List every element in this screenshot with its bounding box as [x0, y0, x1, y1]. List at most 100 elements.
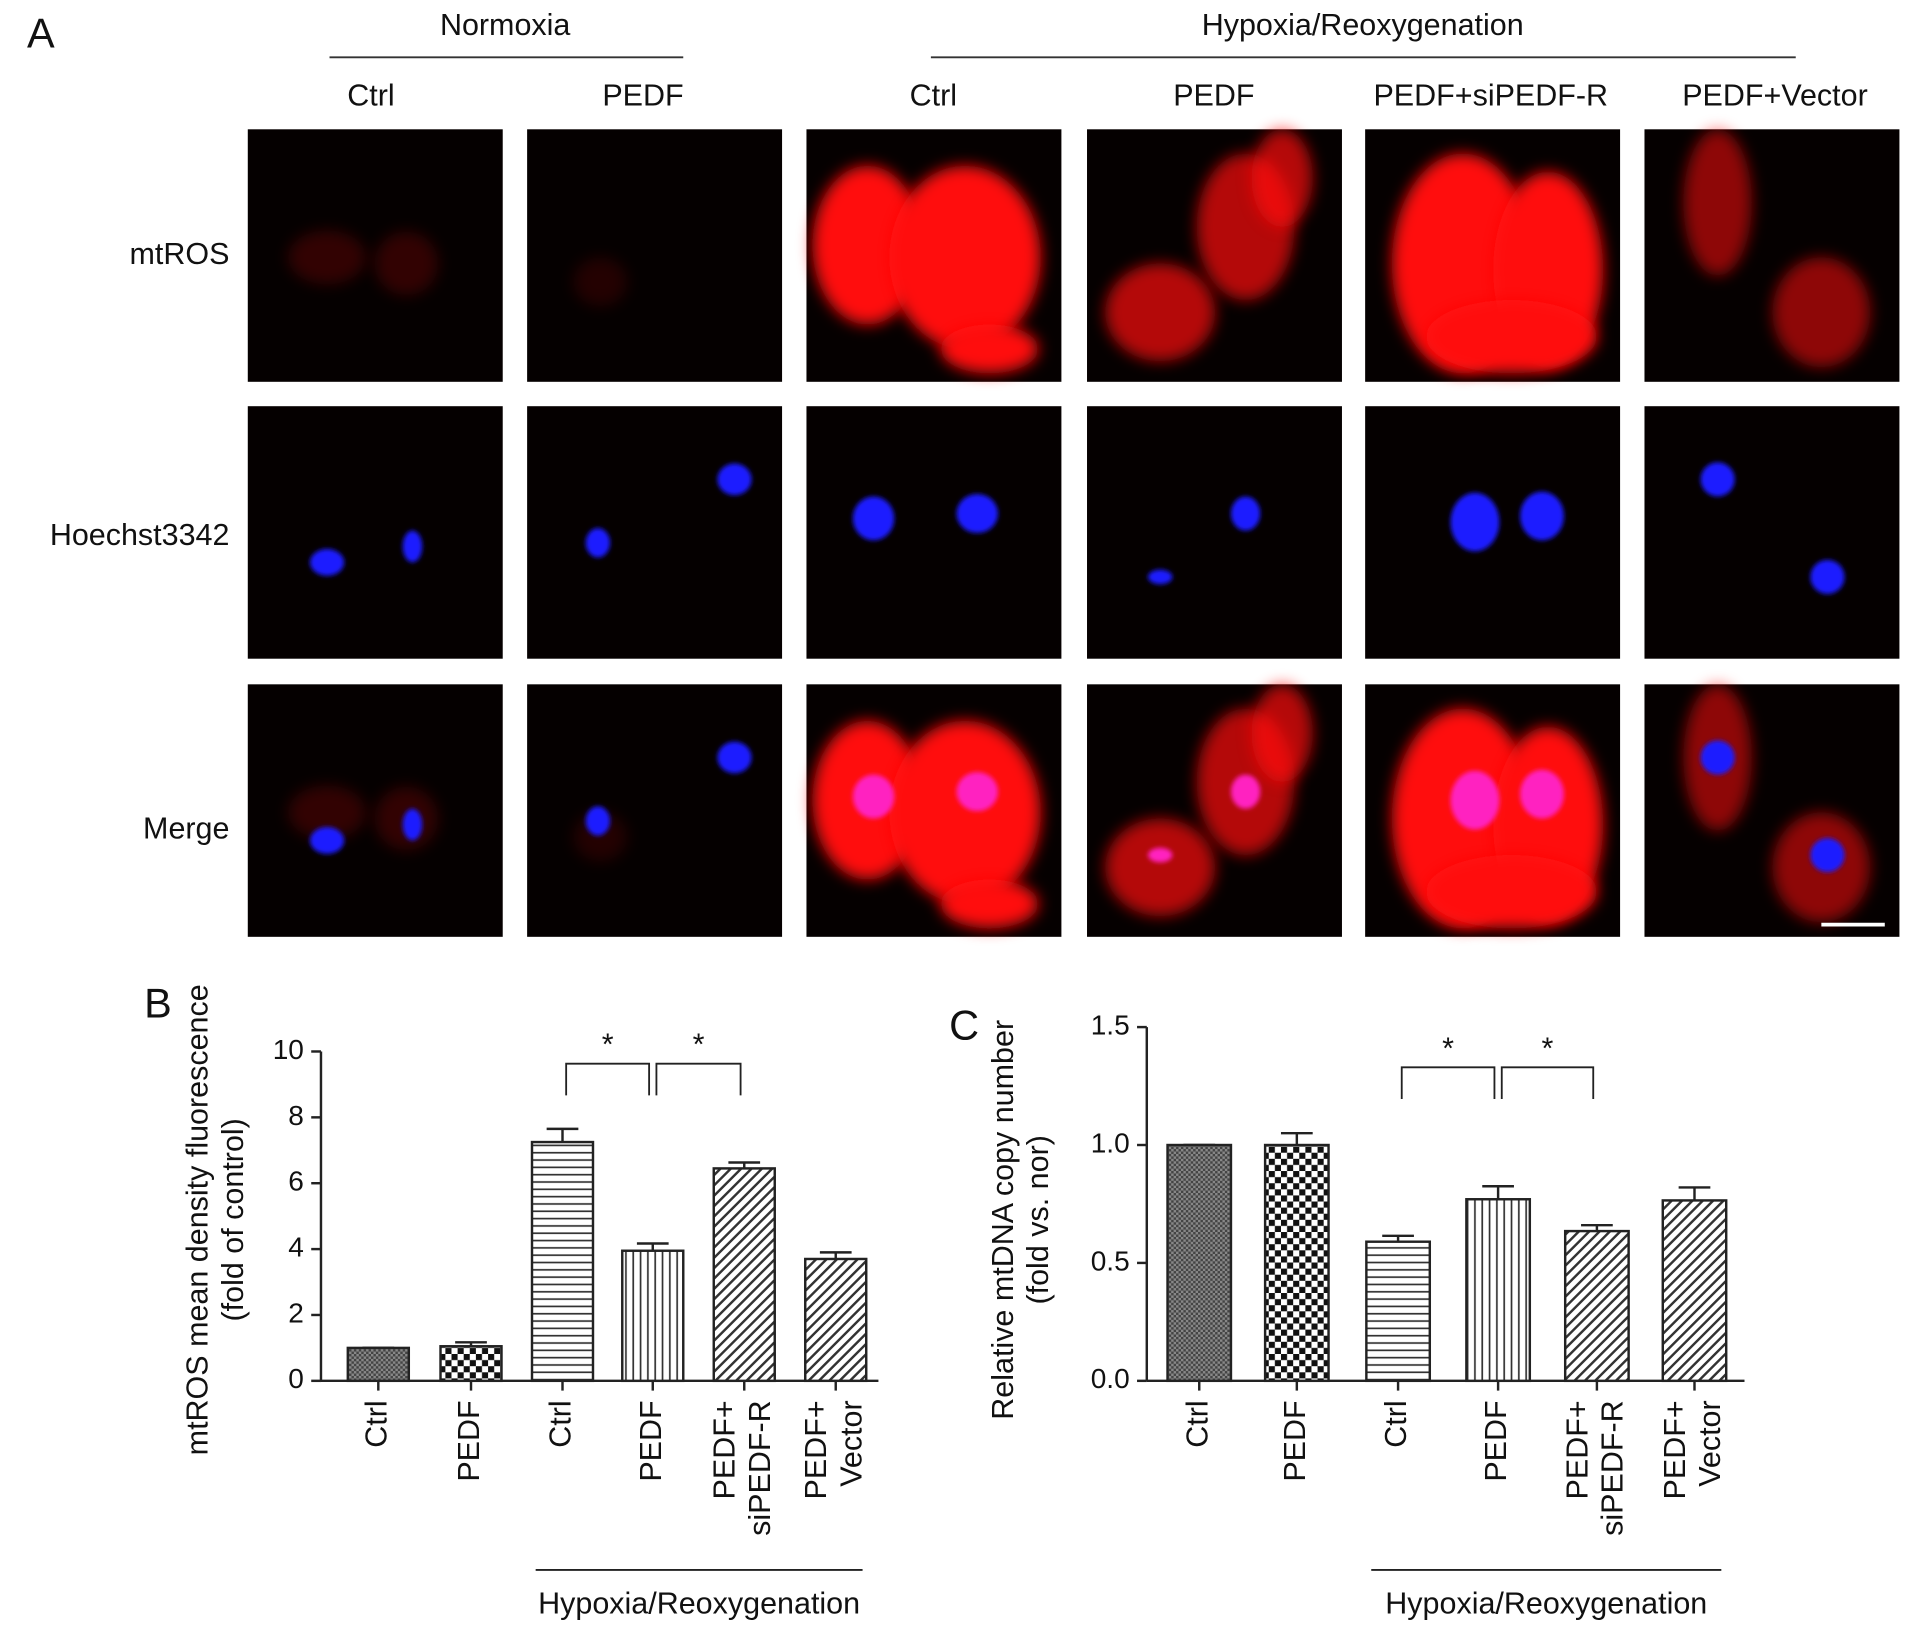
nucleus	[1148, 847, 1173, 863]
row-label: Hoechst3342	[50, 518, 230, 552]
cell-stain	[889, 165, 1041, 349]
cell-stain	[573, 257, 628, 307]
micrograph	[527, 129, 783, 382]
cell-stain	[1426, 855, 1597, 929]
y-tick-label: 0.5	[1091, 1245, 1130, 1276]
nucleus	[1148, 569, 1173, 585]
bar	[1263, 1143, 1330, 1383]
micrograph	[527, 684, 783, 937]
cell-stain	[1251, 129, 1313, 227]
column-label: Ctrl	[347, 79, 394, 113]
y-tick-label: 4	[288, 1232, 304, 1263]
significance-bracket	[655, 1062, 742, 1096]
nucleus	[852, 774, 895, 819]
significance-mark: *	[1442, 1031, 1454, 1065]
y-tick-label: 6	[288, 1166, 304, 1197]
cell-stain	[288, 230, 367, 285]
bar	[1661, 1199, 1728, 1383]
nucleus	[402, 808, 423, 841]
cell-stain	[889, 720, 1041, 904]
text-line: PEDF+	[799, 1400, 833, 1499]
nucleus	[1810, 559, 1845, 595]
cell-stain	[940, 879, 1039, 929]
panel-label: C	[949, 1001, 979, 1048]
significance-bracket	[1400, 1066, 1496, 1100]
column-label: Ctrl	[910, 79, 957, 113]
cell-stain	[374, 231, 439, 296]
group-label: Hypoxia/Reoxygenation	[538, 1586, 860, 1620]
nucleus	[1450, 770, 1500, 830]
text-line: mtROS mean density fluorescence	[181, 984, 215, 1455]
significance-bracket	[1500, 1066, 1595, 1100]
x-tick-label: PEDF+siPEDF-R	[708, 1400, 777, 1535]
bar	[804, 1257, 868, 1383]
nucleus	[717, 463, 752, 496]
text-line: siPEDF-R	[1595, 1400, 1629, 1535]
significance-mark: *	[693, 1028, 705, 1062]
significance-mark: *	[602, 1028, 614, 1062]
text-line: (fold vs. nor)	[1021, 1135, 1055, 1304]
y-tick-label: 8	[288, 1100, 304, 1131]
bar	[1365, 1240, 1432, 1383]
column-label: PEDF+Vector	[1682, 79, 1868, 113]
x-tick-label: PEDF	[452, 1400, 486, 1481]
nucleus	[585, 528, 611, 558]
cell-stain	[1105, 818, 1216, 917]
bar	[1166, 1143, 1233, 1383]
cell-stain	[1772, 257, 1871, 368]
nucleus	[1230, 496, 1261, 531]
cell-stain	[1683, 129, 1752, 276]
bar	[1465, 1198, 1532, 1383]
nucleus	[852, 496, 895, 541]
bar	[439, 1345, 503, 1383]
x-tick-label: PEDF	[1278, 1400, 1312, 1481]
column-label: PEDF	[1173, 79, 1254, 113]
text-line: PEDF+	[1560, 1400, 1594, 1499]
nucleus	[309, 548, 345, 576]
text-line: siPEDF-R	[743, 1400, 777, 1535]
micrograph	[247, 129, 503, 382]
micrograph	[527, 406, 783, 659]
y-axis-label: Relative mtDNA copy number(fold vs. nor)	[986, 1020, 1055, 1420]
cell-stain	[940, 324, 1039, 374]
bar	[346, 1346, 411, 1383]
text-line: Vector	[1693, 1400, 1727, 1486]
row-label: Merge	[143, 812, 229, 846]
micrograph	[1087, 406, 1342, 659]
y-axis-label: mtROS mean density fluorescence(fold of …	[181, 984, 250, 1455]
group-title: Hypoxia/Reoxygenation	[1202, 8, 1524, 42]
x-tick-label: PEDF	[634, 1400, 668, 1481]
x-tick-label: Ctrl	[544, 1400, 578, 1447]
significance-bracket	[565, 1062, 651, 1096]
x-tick-label: PEDF+Vector	[799, 1400, 868, 1499]
nucleus	[1520, 769, 1564, 819]
panel-label: B	[144, 979, 172, 1026]
nucleus	[1450, 492, 1500, 552]
significance-mark: *	[1542, 1031, 1554, 1065]
micrograph	[247, 406, 503, 659]
y-tick-label: 0.0	[1091, 1363, 1130, 1394]
y-tick-label: 2	[288, 1297, 304, 1328]
micrograph	[806, 406, 1062, 659]
column-label: PEDF+siPEDF-R	[1373, 79, 1608, 113]
nucleus	[585, 806, 611, 836]
text-line: Relative mtDNA copy number	[986, 1020, 1020, 1420]
nucleus	[1700, 740, 1735, 775]
bar	[712, 1167, 776, 1383]
nucleus	[717, 741, 752, 774]
x-tick-label: Ctrl	[359, 1400, 393, 1447]
bar	[621, 1249, 685, 1383]
nucleus	[309, 827, 345, 854]
nucleus	[956, 772, 998, 812]
y-tick-label: 1.5	[1091, 1009, 1130, 1040]
y-tick-label: 1.0	[1091, 1127, 1130, 1158]
nucleus	[402, 530, 423, 563]
nucleus	[956, 494, 998, 534]
text-line: PEDF+	[1658, 1400, 1692, 1499]
nucleus	[1230, 774, 1261, 809]
panel-label: A	[27, 10, 55, 57]
x-tick-label: PEDF+siPEDF-R	[1560, 1400, 1629, 1535]
x-tick-label: Ctrl	[1180, 1400, 1214, 1447]
